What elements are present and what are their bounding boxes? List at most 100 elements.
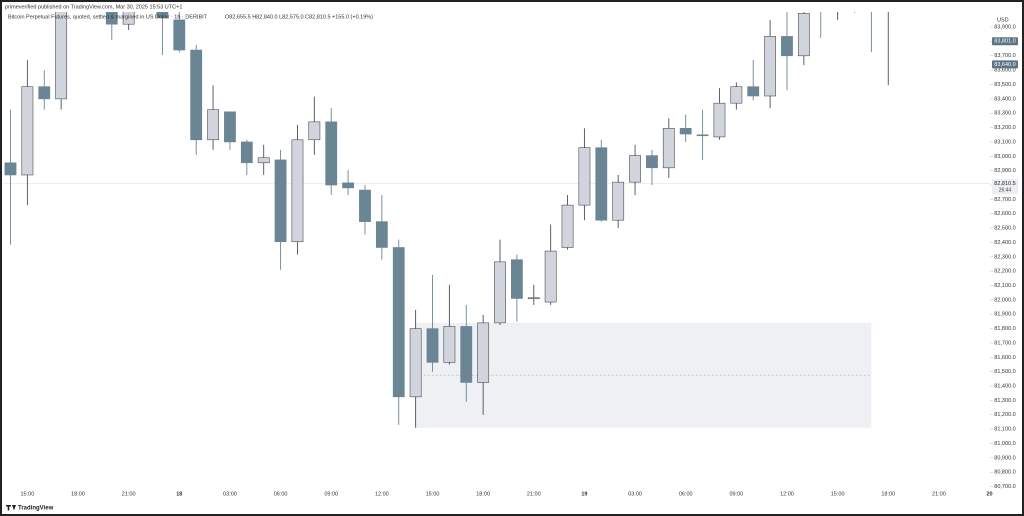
y-tick-label: 83,100.0 <box>994 139 1015 145</box>
x-tick-label: 03:00 <box>223 491 237 497</box>
x-tick-label: 15:00 <box>426 491 440 497</box>
candle-body <box>460 326 473 383</box>
candle-body <box>730 86 743 104</box>
candle-body <box>494 261 506 324</box>
y-tick-label: 81,700.0 <box>994 340 1015 346</box>
candle-body <box>392 247 405 398</box>
y-tick-label: 83,500.0 <box>994 82 1015 88</box>
candle-body <box>21 86 34 176</box>
brand-logo <box>6 505 16 511</box>
candle-body <box>612 181 625 221</box>
y-tick-label: 81,100.0 <box>994 427 1015 433</box>
candle-body <box>527 297 540 300</box>
candle-body <box>240 141 253 164</box>
x-tick-label: 09:00 <box>729 491 743 497</box>
price-label-box <box>992 37 1018 46</box>
y-tick-label: 82,100.0 <box>994 283 1015 289</box>
symbol: Bitcoin Perpetual Futures, quoted, settl… <box>8 14 208 20</box>
candle-body <box>55 12 68 100</box>
x-tick-label: 18:00 <box>476 491 490 497</box>
candle-body <box>747 86 760 97</box>
ohlc: O82,655.5 H82,840.0 L82,575.0 C82,810.5 … <box>225 14 373 20</box>
candle-body <box>646 155 658 169</box>
x-tick-label: 20 <box>986 491 992 497</box>
candle-body <box>122 12 135 25</box>
y-tick-label: 82,000.0 <box>994 297 1015 303</box>
candle-body <box>629 155 641 183</box>
y-tick-label: 82,500.0 <box>994 226 1015 232</box>
candle-body <box>359 189 371 222</box>
price-label: 83,801.0 <box>994 39 1015 45</box>
x-tick-label: 09:00 <box>324 491 338 497</box>
y-tick-label: 83,200.0 <box>994 125 1015 131</box>
x-tick-label: 18:00 <box>881 491 895 497</box>
x-tick-label: 18 <box>176 491 182 497</box>
candle-body <box>696 134 709 137</box>
y-tick-label: 81,600.0 <box>994 355 1015 361</box>
candle-body <box>713 102 726 138</box>
y-tick-label: 82,200.0 <box>994 269 1015 275</box>
y-tick-label: 82,600.0 <box>994 211 1015 217</box>
x-tick-label: 12:00 <box>375 491 389 497</box>
y-tick-label: 82,400.0 <box>994 240 1015 246</box>
candle-body <box>156 12 169 19</box>
candle-body <box>308 121 321 141</box>
y-tick-label: 83,700.0 <box>994 53 1015 59</box>
candle-body <box>375 221 388 248</box>
y-tick-label: 82,700.0 <box>994 197 1015 203</box>
y-tick-label: 83,400.0 <box>994 96 1015 102</box>
publisher: primeverified published on TradingView.c… <box>5 4 182 10</box>
candle-body <box>561 204 574 248</box>
countdown: 26:44 <box>999 187 1012 193</box>
x-tick-label: 21:00 <box>122 491 136 497</box>
axes: 83,900.083,800.083,700.083,600.083,500.0… <box>20 25 1018 497</box>
y-tick-label: 82,300.0 <box>994 254 1015 260</box>
candle-body <box>764 36 776 97</box>
brand: TradingView <box>18 506 54 512</box>
candle-body <box>544 250 557 303</box>
x-tick-label: 18:00 <box>71 491 85 497</box>
candle-body <box>38 86 51 100</box>
candle-body <box>190 49 203 141</box>
x-tick-label: 15:00 <box>831 491 845 497</box>
y-tick-label: 83,000.0 <box>994 154 1015 160</box>
candle-body <box>291 139 304 243</box>
candle-body <box>274 159 287 243</box>
y-tick-label: 80,900.0 <box>994 455 1015 461</box>
y-tick-label: 80,700.0 <box>994 484 1015 490</box>
candle-body <box>342 182 354 189</box>
x-tick-label: 21:00 <box>527 491 541 497</box>
y-tick-label: 81,900.0 <box>994 312 1015 318</box>
candle-body <box>595 147 608 221</box>
currency: USD <box>997 17 1009 23</box>
y-tick-label: 81,500.0 <box>994 369 1015 375</box>
y-tick-label: 83,900.0 <box>994 25 1015 31</box>
x-tick-label: 06:00 <box>679 491 693 497</box>
candle-body <box>173 19 186 51</box>
x-tick-label: 12:00 <box>780 491 794 497</box>
candle-body <box>257 157 270 164</box>
price-label: 83,640.0 <box>994 62 1015 68</box>
candle-body <box>578 147 591 206</box>
candle-body <box>4 162 17 176</box>
x-tick-label: 06:00 <box>274 491 288 497</box>
y-tick-label: 80,800.0 <box>994 470 1015 476</box>
last-price-label: 82,810.5 <box>994 181 1015 187</box>
candle-body <box>207 109 219 141</box>
y-tick-label: 83,300.0 <box>994 111 1015 117</box>
x-tick-label: 19 <box>581 491 587 497</box>
x-tick-label: 15:00 <box>20 491 34 497</box>
y-tick-label: 83,600.0 <box>994 68 1015 74</box>
candle-body <box>443 326 456 363</box>
zone <box>415 322 872 428</box>
candle-body <box>224 111 236 143</box>
candle-body <box>510 259 523 299</box>
candle-body <box>105 12 118 25</box>
price-label-box <box>992 60 1018 69</box>
y-tick-label: 82,900.0 <box>994 168 1015 174</box>
candle-body <box>781 36 793 57</box>
x-tick-label: 03:00 <box>628 491 642 497</box>
